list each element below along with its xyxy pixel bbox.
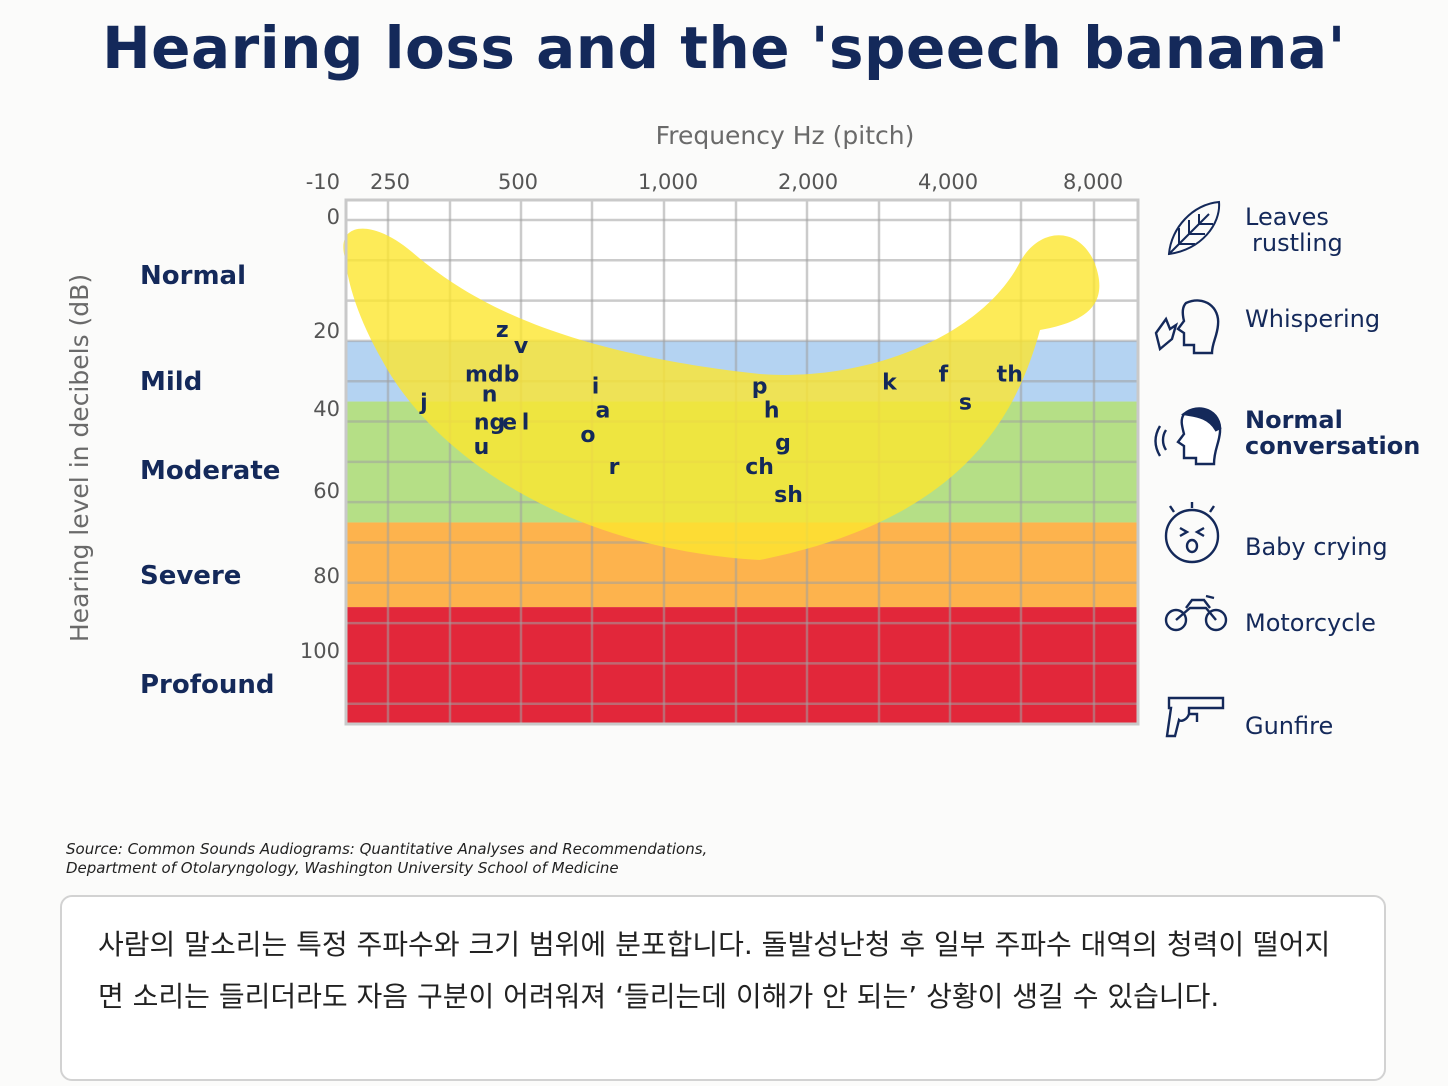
page-title: Hearing loss and the 'speech banana' xyxy=(102,14,1346,82)
sound-label: conversation xyxy=(1245,432,1420,460)
y-tick-label: -10 xyxy=(306,170,340,194)
x-axis-title: Frequency Hz (pitch) xyxy=(656,121,915,150)
phoneme-label: l xyxy=(522,411,530,436)
sound-label: Baby crying xyxy=(1245,533,1388,561)
speaking-head-icon xyxy=(1154,407,1222,466)
x-tick-label: 1,000 xyxy=(638,170,698,194)
note-text: 사람의 말소리는 특정 주파수와 크기 범위에 분포합니다. 돌발성난청 후 일… xyxy=(98,928,1331,1013)
source-citation: Source: Common Sounds Audiograms: Quanti… xyxy=(66,840,826,878)
phoneme-label: h xyxy=(764,399,780,424)
y-axis-title: Hearing level in decibels (dB) xyxy=(65,274,94,642)
x-tick-label: 500 xyxy=(498,170,538,194)
y-tick-label: 0 xyxy=(327,205,340,229)
speech-banana xyxy=(343,228,1100,561)
phoneme-label: mdb xyxy=(465,362,519,387)
phoneme-label: g xyxy=(775,431,791,456)
sound-label: Leaves xyxy=(1245,203,1329,231)
phoneme-label: ch xyxy=(745,455,774,480)
band-profound xyxy=(346,607,1138,724)
y-tick-label: 60 xyxy=(313,479,340,503)
source-line-1: Source: Common Sounds Audiograms: Quanti… xyxy=(66,840,708,858)
phoneme-label: p xyxy=(752,374,768,399)
phoneme-label: z xyxy=(496,318,509,343)
sound-label: Normal xyxy=(1245,406,1343,434)
motorcycle-icon xyxy=(1164,594,1228,632)
phoneme-label: i xyxy=(592,374,600,399)
note-box: 사람의 말소리는 특정 주파수와 크기 범위에 분포합니다. 돌발성난청 후 일… xyxy=(60,895,1386,1081)
y-tick-label: 40 xyxy=(313,397,340,421)
baby-icon xyxy=(1164,502,1220,564)
x-tick-label: 8,000 xyxy=(1063,170,1123,194)
source-line-2: Department of Otolaryngology, Washington… xyxy=(66,859,619,877)
phoneme-label: a xyxy=(595,399,610,424)
level-label-normal: Normal xyxy=(140,261,246,291)
sound-label: rustling xyxy=(1252,229,1343,257)
x-tick-labels: 250 500 1,000 2,000 4,000 8,000 xyxy=(370,170,1123,194)
level-label-severe: Severe xyxy=(140,561,241,591)
phoneme-label: s xyxy=(959,391,972,416)
phoneme-label: e xyxy=(502,411,517,436)
plot-frame xyxy=(344,198,1140,726)
level-label-profound: Profound xyxy=(140,670,275,700)
whisper-icon xyxy=(1154,299,1220,355)
y-tick-label: 80 xyxy=(313,564,340,588)
phoneme-label: r xyxy=(609,455,620,480)
level-label-moderate: Moderate xyxy=(140,456,280,486)
phoneme-label: o xyxy=(580,423,595,448)
x-tick-label: 2,000 xyxy=(778,170,838,194)
phoneme-label: n xyxy=(482,382,498,407)
phoneme-label: th xyxy=(997,362,1023,387)
phoneme-label: sh xyxy=(774,483,803,508)
level-label-mild: Mild xyxy=(140,367,202,397)
x-tick-label: 4,000 xyxy=(918,170,978,194)
audiogram-chart: 250 500 1,000 2,000 4,000 8,000 -10 0 20 40 60 80 1… xyxy=(65,121,1420,740)
hearing-level-labels: Normal Mild Moderate Severe Profound xyxy=(140,261,280,700)
x-tick-label: 250 xyxy=(370,170,410,194)
sound-label: Gunfire xyxy=(1245,712,1333,740)
phoneme-label: u xyxy=(474,435,490,460)
y-tick-label: 20 xyxy=(313,319,340,343)
phoneme-label: ng xyxy=(474,411,505,436)
phoneme-label: f xyxy=(939,362,949,387)
gun-icon xyxy=(1165,696,1225,738)
phoneme-label: j xyxy=(419,391,428,416)
sound-label: Whispering xyxy=(1245,305,1380,333)
y-tick-labels: -10 0 20 40 60 80 100 xyxy=(300,170,340,663)
leaf-icon xyxy=(1167,200,1221,256)
sound-label: Motorcycle xyxy=(1245,609,1376,637)
y-tick-label: 100 xyxy=(300,639,340,663)
phoneme-label: v xyxy=(514,334,529,359)
phoneme-label: k xyxy=(882,370,898,395)
